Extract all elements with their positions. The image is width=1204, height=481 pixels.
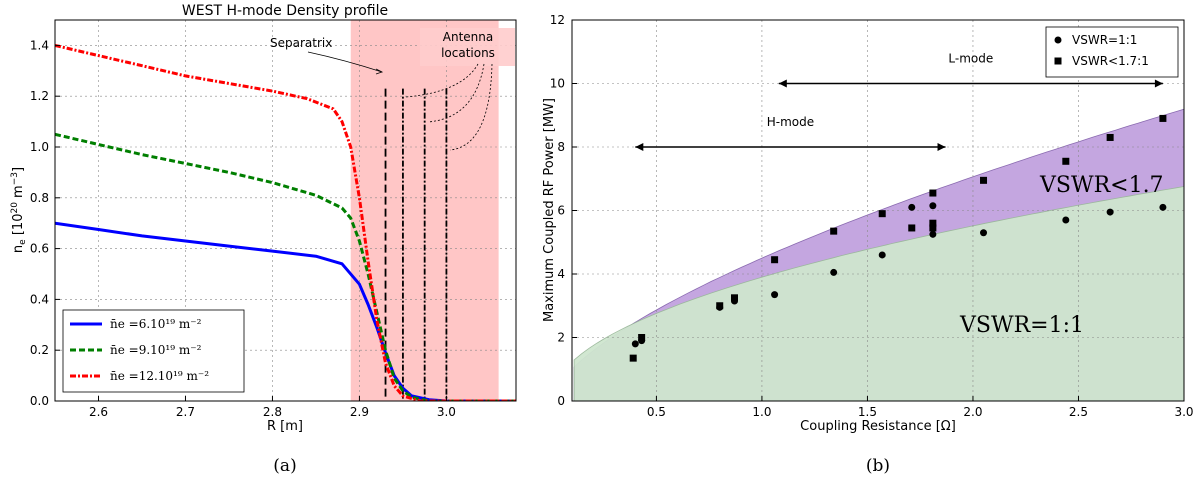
x-tick-label: 3.0	[1174, 405, 1193, 419]
point-1	[771, 291, 779, 299]
x-tick-label: 1.5	[858, 405, 877, 419]
antenna-annotation-line1: Antenna	[443, 30, 493, 44]
y-tick-label: 0.2	[30, 343, 49, 357]
point-2	[1062, 157, 1070, 165]
y-tick-label: 0.0	[30, 394, 49, 408]
y-tick-label: 8	[557, 140, 565, 154]
y-tick-label: 0.6	[30, 242, 49, 256]
y-tick-label: 1.4	[30, 38, 49, 52]
x-tick-label: 2.5	[1069, 405, 1088, 419]
y-tick-label: 12	[550, 13, 565, 27]
y-tick-label: 0	[557, 394, 565, 408]
legend-series-2: n̄e =9.10¹⁹ m⁻²	[110, 343, 202, 357]
series-lines	[55, 43, 516, 401]
arrow-head-right	[1154, 79, 1163, 88]
legend: VSWR=1:1 VSWR<1.7:1	[1045, 26, 1179, 78]
point-2	[638, 334, 646, 341]
region-label-vswr-1-1: VSWR=1:1	[959, 313, 1084, 338]
point-2	[929, 219, 937, 227]
x-tick-label: 2.6	[89, 405, 108, 419]
axis-ticks: 0.5 1.0 1.5 2.0 2.5 3.0 0 2 4 6 8 10 12	[550, 13, 1194, 419]
point-1	[1062, 216, 1070, 224]
point-2	[908, 224, 916, 232]
point-1	[830, 268, 838, 276]
point-1	[980, 229, 988, 237]
point-2	[929, 189, 937, 197]
series-line-2	[55, 132, 516, 401]
point-2	[1159, 114, 1167, 122]
chart-title: WEST H-mode Density profile	[182, 3, 388, 19]
x-tick-label: 1.0	[752, 405, 771, 419]
density-profile-chart: 2.6 2.7 2.8 2.9 3.00.00.20.40.60.81.01.21.4 …	[10, 3, 517, 476]
point-2	[1106, 133, 1114, 141]
rf-power-chart: L-mode H-mode 0.5 1.0 1.5 2.0 2.5 3.0 0 2 4 6 8 10 12…	[542, 13, 1194, 476]
point-2	[878, 210, 886, 218]
arrow-head-right	[937, 143, 946, 151]
range-label: H-mode	[767, 115, 814, 129]
legend-series-2: VSWR<1.7:1	[1072, 54, 1149, 68]
y-axis-label: ne [1020 m−3]	[10, 167, 28, 253]
antenna-arrows	[405, 63, 493, 151]
point-1	[631, 340, 639, 348]
legend-series-1: VSWR=1:1	[1072, 33, 1137, 47]
separatrix-annotation: Separatrix	[270, 36, 332, 50]
separatrix-arrow	[307, 51, 383, 73]
region-label-vswr-1-7: VSWR<1.7	[1039, 173, 1164, 198]
point-1	[878, 251, 886, 259]
antenna-label-bg	[420, 28, 515, 66]
y-axis-label: Maximum Coupled RF Power [MW]	[542, 98, 557, 322]
x-tick-label: 3.0	[437, 405, 456, 419]
legend-series-3: n̄e =12.10¹⁹ m⁻²	[110, 369, 209, 383]
y-tick-label: 0.4	[30, 292, 49, 306]
y-tick-label: 1.0	[30, 140, 49, 154]
series-line-3	[55, 43, 516, 401]
point-1	[929, 230, 937, 238]
y-tick-label: 1.2	[30, 89, 49, 103]
y-tick-label: 10	[550, 77, 565, 91]
point-2	[771, 256, 779, 264]
point-2	[830, 227, 838, 235]
x-tick-label: 2.8	[263, 405, 282, 419]
x-tick-label: 2.7	[176, 405, 195, 419]
point-2	[716, 302, 724, 310]
y-tick-label: 2	[557, 331, 565, 345]
point-1	[1106, 208, 1114, 216]
point-2	[730, 294, 738, 302]
point-2	[980, 176, 988, 184]
point-1	[908, 203, 916, 211]
x-axis-label: R [m]	[267, 419, 303, 434]
region-vswr-1-1	[573, 186, 1184, 401]
antenna-annotation-line2: locations	[441, 46, 495, 60]
vertical-markers	[384, 88, 448, 401]
arrow-head-left	[635, 143, 644, 151]
x-tick-label: 2.0	[963, 405, 982, 419]
plot-frame	[54, 19, 517, 402]
legend: n̄e =6.10¹⁹ m⁻² n̄e =9.10¹⁹ m⁻² n̄e =12.…	[62, 309, 245, 393]
point-2	[629, 354, 637, 362]
caption-b: (b)	[866, 456, 890, 476]
point-1	[929, 202, 937, 210]
x-axis-label: Coupling Resistance [Ω]	[800, 419, 956, 434]
x-tick-label: 0.5	[647, 405, 666, 419]
data-points	[629, 114, 1167, 362]
caption-a: (a)	[273, 456, 296, 476]
axis-ticks: 2.6 2.7 2.8 2.9 3.0 0.0 0.2 0.4 0.6 0.8 1.0 1.2 1.4	[30, 38, 456, 419]
range-label: L-mode	[948, 52, 993, 66]
y-tick-label: 6	[557, 204, 565, 218]
y-tick-label: 4	[557, 267, 565, 281]
arrow-head-left	[778, 79, 787, 88]
point-2	[929, 224, 937, 232]
legend-series-1: n̄e =6.10¹⁹ m⁻²	[110, 317, 202, 331]
mode-ranges: L-mode H-mode	[635, 52, 1163, 151]
x-tick-label: 2.9	[350, 405, 369, 419]
y-tick-label: 0.8	[30, 191, 49, 205]
point-1	[1159, 203, 1167, 211]
